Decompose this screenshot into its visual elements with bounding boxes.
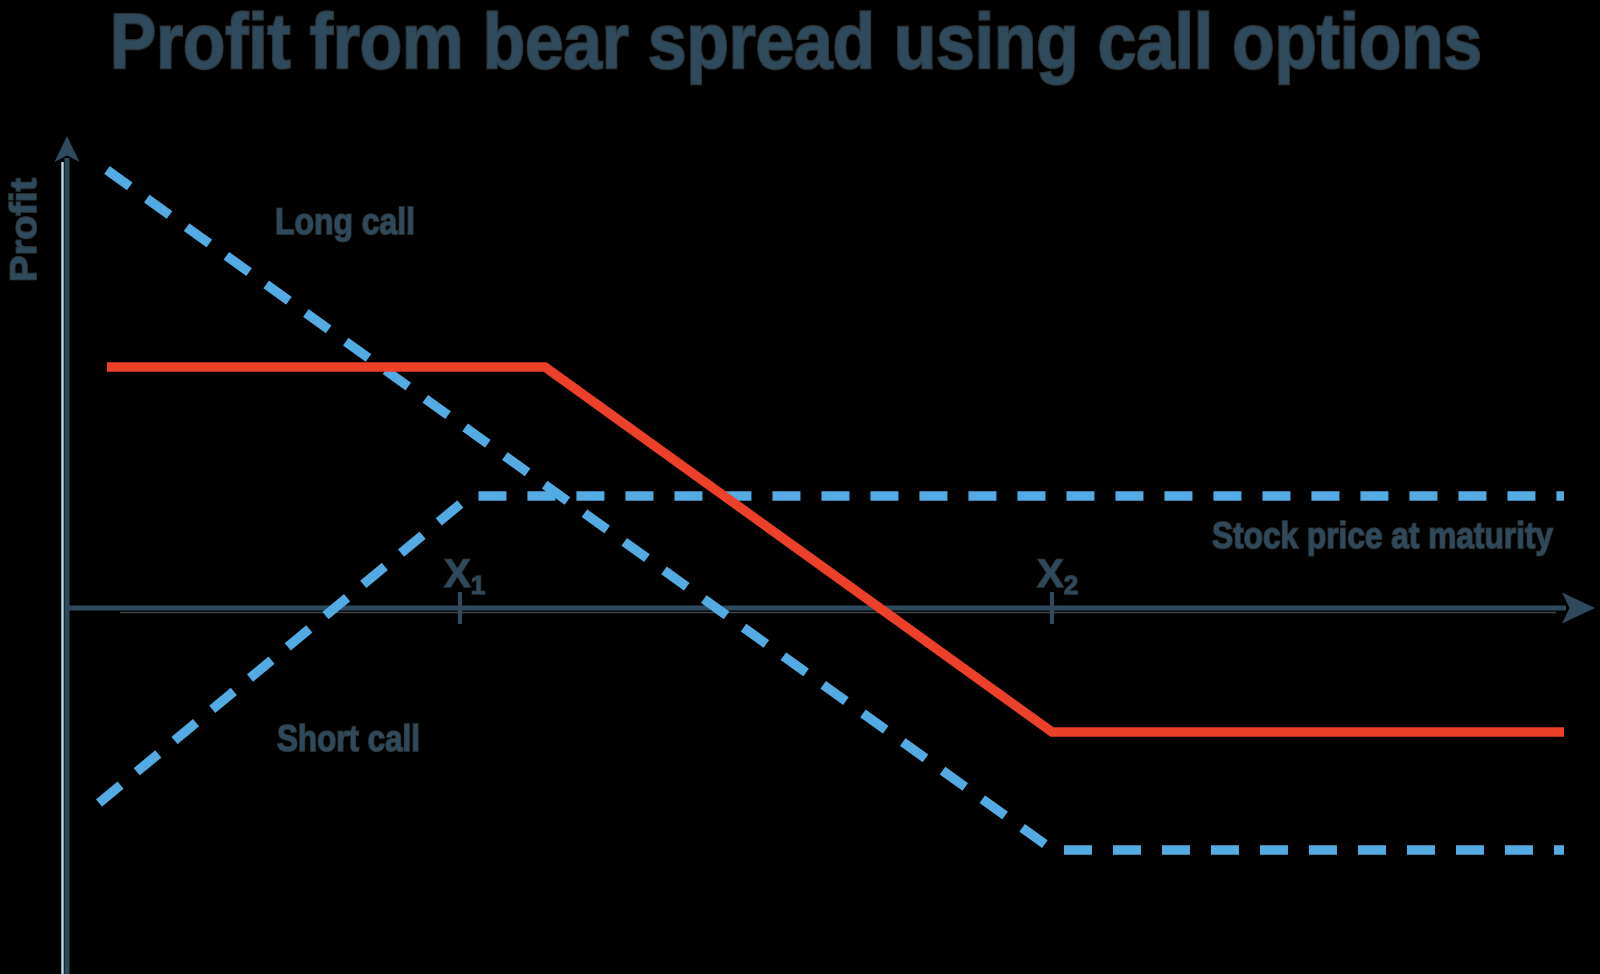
x2-label-base: X bbox=[1037, 552, 1064, 596]
y-axis-arrow-icon bbox=[54, 136, 80, 162]
short-call-line bbox=[95, 491, 1564, 807]
x1-tick-label: X1 bbox=[444, 552, 485, 600]
axes bbox=[54, 136, 1595, 974]
bear-spread-line bbox=[107, 362, 1564, 737]
y-axis-title: Profit bbox=[3, 178, 44, 282]
long-call-annotation: Long call bbox=[275, 201, 415, 242]
x2-label-subscript: 2 bbox=[1064, 570, 1078, 600]
x-axis-title: Stock price at maturity bbox=[1212, 515, 1553, 556]
short-call-annotation: Short call bbox=[277, 718, 420, 759]
x-axis-arrow-icon bbox=[1562, 592, 1595, 624]
x2-tick-label: X2 bbox=[1037, 552, 1078, 600]
x1-label-base: X bbox=[444, 552, 471, 596]
chart-title: Profit from bear spread using call optio… bbox=[110, 0, 1482, 85]
x1-label-subscript: 1 bbox=[471, 570, 485, 600]
